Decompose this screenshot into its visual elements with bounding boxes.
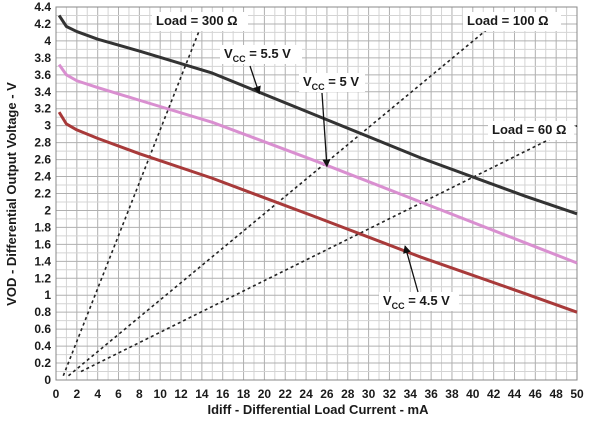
x-axis-label: Idiff - Differential Load Current - mA: [208, 402, 430, 417]
y-tick-label: 1.4: [34, 254, 51, 268]
y-tick-label: 0: [44, 373, 51, 387]
x-tick-label: 30: [362, 387, 376, 401]
load-lines: [62, 23, 578, 377]
load-100-label-part: Load = 100 Ω: [467, 13, 549, 28]
vcc-5-label-bg: [299, 73, 365, 92]
y-tick-label: 0.4: [34, 339, 51, 353]
x-tick-label: 26: [320, 387, 334, 401]
vcc-5-label-part: CC: [312, 82, 325, 92]
x-tick-label: 18: [237, 387, 251, 401]
series-line: [57, 111, 578, 314]
x-tick-label: 48: [549, 387, 563, 401]
x-tick-label: 4: [94, 387, 101, 401]
vcc-4-5-label-bg: [379, 292, 459, 311]
y-tick-label: 3: [44, 119, 51, 133]
x-tick-label: 0: [53, 387, 60, 401]
y-tick-label: 4: [44, 34, 51, 48]
x-tick-label: 20: [258, 387, 272, 401]
y-tick-label: 2.8: [34, 136, 51, 150]
x-tick-label: 24: [299, 387, 313, 401]
vcc-5-label-part: = 5 V: [325, 74, 360, 89]
x-tick-label: 28: [341, 387, 355, 401]
y-tick-label: 0.8: [34, 305, 51, 319]
x-tick-label: 12: [174, 387, 188, 401]
y-tick-label: 0.6: [34, 322, 51, 336]
y-tick-label: 3.4: [34, 85, 51, 99]
vcc-5-5-label-part: V: [224, 46, 233, 61]
x-tick-label: 22: [279, 387, 293, 401]
y-tick-label: 2.6: [34, 153, 51, 167]
vcc-5-label: VCC = 5 V: [303, 74, 359, 92]
vcc-5-5-label-part: CC: [233, 54, 246, 64]
x-tick-label: 40: [466, 387, 480, 401]
y-tick-label: 3.2: [34, 102, 51, 116]
x-tick-label: 46: [529, 387, 543, 401]
y-tick-label: 1.2: [34, 271, 51, 285]
y-tick-label: 2.2: [34, 187, 51, 201]
vcc-4-5-label: VCC = 4.5 V: [383, 293, 450, 311]
annotation-arrow: [321, 92, 331, 168]
y-tick-label: 4.4: [34, 0, 51, 14]
x-tick-label: 2: [73, 387, 80, 401]
y-tick-label: 3.6: [34, 68, 51, 82]
load-line: [67, 23, 495, 377]
annotation-arrow: [403, 245, 419, 293]
x-tick-label: 14: [195, 387, 209, 401]
series-line: [57, 14, 578, 216]
vcc-4-5-label-part: CC: [392, 301, 405, 311]
x-tick-label: 36: [424, 387, 438, 401]
vcc-5-5-label-part: = 5.5 V: [246, 46, 291, 61]
load-60-label-bg: [488, 121, 574, 140]
load-line: [80, 124, 578, 373]
x-tick-label: 42: [487, 387, 501, 401]
load-60-label: Load = 60 Ω: [492, 122, 566, 137]
y-tick-labels: 0 0.2 0.4 0.6 0.8 1 1.2 1.4 1.6 1.8 2 2.2 2.4 2.6 2.8 3…: [34, 0, 51, 387]
load-300-label-bg: [152, 12, 248, 31]
vcc-5-5-label-bg: [220, 45, 302, 64]
x-tick-label: 38: [445, 387, 459, 401]
x-tick-label: 50: [570, 387, 584, 401]
load-100-label-bg: [463, 12, 561, 31]
plot-frame: [55, 6, 578, 381]
x-tick-label: 8: [136, 387, 143, 401]
vcc-5-label-part: V: [303, 74, 312, 89]
annotation-arrow: [249, 65, 261, 95]
y-tick-label: 0.2: [34, 356, 51, 370]
y-tick-label: 1: [44, 288, 51, 302]
load-100-label: Load = 100 Ω: [467, 13, 549, 28]
series-line: [57, 63, 578, 265]
x-tick-label: 34: [404, 387, 418, 401]
x-tick-label: 32: [383, 387, 397, 401]
x-tick-label: 6: [115, 387, 122, 401]
vcc-4-5-label-part: V: [383, 293, 392, 308]
y-tick-label: 2.4: [34, 170, 51, 184]
load-300-label-part: Load = 300 Ω: [156, 13, 238, 28]
grid: [55, 6, 578, 381]
load-300-label: Load = 300 Ω: [156, 13, 238, 28]
y-tick-label: 3.8: [34, 51, 51, 65]
x-tick-label: 10: [154, 387, 168, 401]
x-tick-labels: 0 2 4 6 8 10 12 14 16 18 20 22 24 26 28 30 32 34 36 38 40 42 4…: [53, 387, 584, 401]
y-axis-label: VOD - Differential Output Voltage - V: [4, 82, 19, 306]
series-lines: [57, 14, 578, 314]
x-tick-label: 16: [216, 387, 230, 401]
vcc-5-5-label: VCC = 5.5 V: [224, 46, 291, 64]
y-tick-label: 2: [44, 203, 51, 217]
y-tick-label: 4.2: [34, 17, 51, 31]
y-tick-label: 1.6: [34, 237, 51, 251]
x-tick-label: 44: [508, 387, 522, 401]
load-60-label-part: Load = 60 Ω: [492, 122, 566, 137]
vcc-4-5-label-part: = 4.5 V: [405, 293, 450, 308]
y-tick-label: 1.8: [34, 220, 51, 234]
